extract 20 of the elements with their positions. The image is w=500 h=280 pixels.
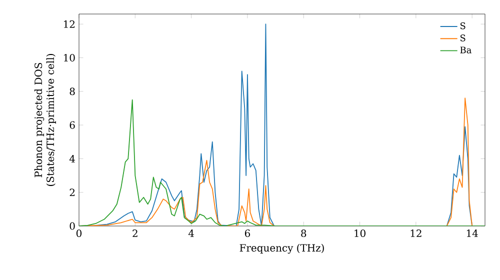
y-axis-title: Phonon projected DOS (States/THz·primitive cell) — [34, 54, 56, 186]
y-tick-label: 8 — [70, 88, 75, 96]
x-tick-label: 14 — [466, 230, 478, 237]
y-tick-label: 12 — [64, 20, 74, 28]
x-axis-title: Frequency (THz) — [240, 244, 324, 254]
legend-label: S — [460, 34, 466, 42]
x-tick-label: 10 — [354, 230, 366, 238]
y-tick-label: 10 — [64, 54, 75, 62]
y-tick-label: 2 — [70, 188, 74, 196]
legend-label: Ba — [460, 46, 472, 54]
y-tick-label: 6 — [70, 121, 75, 129]
y-tick-label: 4 — [69, 154, 75, 162]
x-tick-label: 6 — [244, 230, 250, 238]
x-tick-label: 0 — [76, 230, 82, 238]
legend-label: S — [460, 22, 466, 30]
x-tick-label: 2 — [132, 230, 138, 237]
x-tick-label: 8 — [301, 230, 306, 238]
y-tick-label: 0 — [70, 222, 75, 230]
x-tick-label: 12 — [410, 230, 422, 237]
x-tick-label: 4 — [188, 230, 194, 237]
